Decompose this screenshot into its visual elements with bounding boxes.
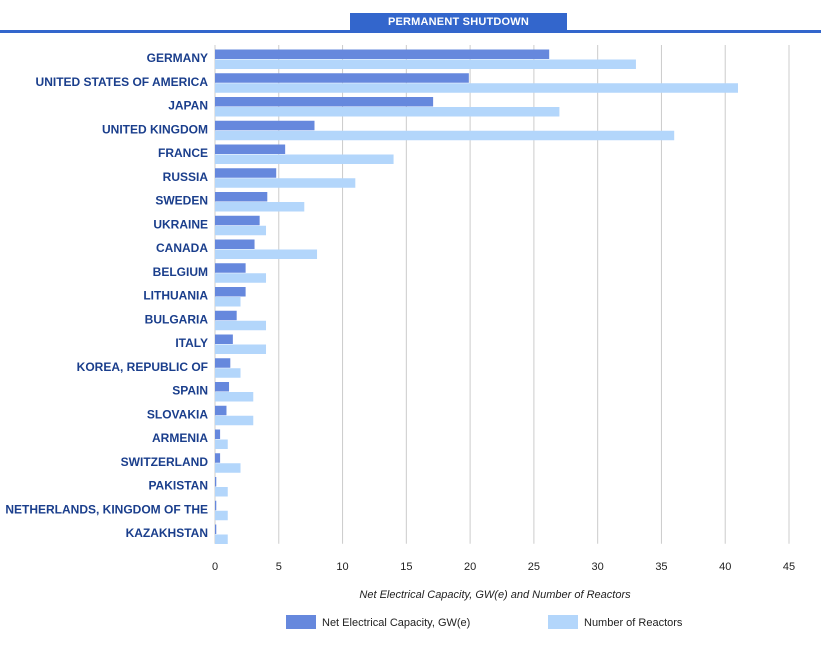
bar-reactors[interactable] — [215, 273, 267, 283]
bar-capacity[interactable] — [215, 215, 260, 226]
bar-capacity[interactable] — [215, 239, 255, 250]
bar-capacity[interactable] — [215, 405, 227, 416]
legend-label: Net Electrical Capacity, GW(e) — [322, 617, 470, 629]
category-label: KAZAKHSTAN — [126, 526, 208, 540]
x-tick-label: 15 — [400, 561, 412, 573]
bar-capacity[interactable] — [215, 263, 246, 273]
bar-reactors[interactable] — [215, 107, 560, 117]
x-tick-label: 5 — [276, 561, 282, 573]
bar-capacity[interactable] — [215, 524, 217, 535]
category-label: ITALY — [175, 336, 208, 350]
bar-reactors[interactable] — [215, 59, 636, 70]
bar-reactors[interactable] — [215, 534, 228, 545]
bar-reactors[interactable] — [215, 463, 241, 473]
legend: Net Electrical Capacity, GW(e) Number of … — [286, 615, 683, 629]
x-tick-label: 25 — [528, 561, 540, 573]
category-label: KOREA, REPUBLIC OF — [77, 360, 208, 374]
bar-capacity[interactable] — [215, 334, 233, 345]
x-tick-label: 45 — [783, 561, 795, 573]
x-tick-label: 0 — [212, 561, 218, 573]
category-label: RUSSIA — [163, 170, 209, 184]
legend-label: Number of Reactors — [584, 617, 683, 629]
bar-reactors[interactable] — [215, 130, 675, 141]
legend-swatch — [286, 615, 316, 629]
x-tick-label: 10 — [336, 561, 348, 573]
category-label: NETHERLANDS, KINGDOM OF THE — [5, 502, 208, 516]
bar-capacity[interactable] — [215, 500, 217, 511]
bar-reactors[interactable] — [215, 178, 356, 188]
category-label: SLOVAKIA — [147, 407, 208, 421]
chart-tab-title: PERMANENT SHUTDOWN — [350, 13, 567, 32]
bar-reactors[interactable] — [215, 320, 267, 331]
bar-reactors[interactable] — [215, 368, 241, 378]
bar-capacity[interactable] — [215, 120, 315, 131]
bar-reactors[interactable] — [215, 415, 254, 426]
x-tick-label: 30 — [592, 561, 604, 573]
bar-capacity[interactable] — [215, 453, 221, 463]
category-label: FRANCE — [158, 146, 208, 160]
category-label: SWEDEN — [155, 194, 208, 208]
bars — [215, 49, 738, 545]
category-label: UNITED KINGDOM — [102, 122, 208, 136]
bar-capacity[interactable] — [215, 97, 434, 107]
bar-reactors[interactable] — [215, 225, 267, 236]
bar-capacity[interactable] — [215, 73, 469, 83]
bar-reactors[interactable] — [215, 202, 305, 212]
bar-reactors[interactable] — [215, 392, 254, 402]
x-tick-label: 40 — [719, 561, 731, 573]
x-tick-label: 20 — [464, 561, 476, 573]
category-label: SPAIN — [172, 384, 208, 398]
bar-capacity[interactable] — [215, 168, 277, 178]
category-label: LITHUANIA — [143, 289, 208, 303]
bar-capacity[interactable] — [215, 382, 230, 392]
bar-reactors[interactable] — [215, 487, 228, 497]
category-label: SWITZERLAND — [121, 455, 209, 469]
x-tick-labels: 0 5 10 15 20 25 30 35 40 45 — [212, 561, 795, 573]
bar-reactors[interactable] — [215, 439, 228, 450]
bar-reactors[interactable] — [215, 154, 394, 165]
bar-capacity[interactable] — [215, 310, 237, 321]
bar-capacity[interactable] — [215, 192, 268, 202]
category-label: UNITED STATES OF AMERICA — [36, 75, 209, 89]
bar-capacity[interactable] — [215, 49, 550, 60]
grid-lines — [214, 45, 790, 544]
x-tick-label: 35 — [655, 561, 667, 573]
category-label: BULGARIA — [145, 312, 209, 326]
bar-reactors[interactable] — [215, 249, 318, 260]
category-label: CANADA — [156, 241, 208, 255]
category-label: JAPAN — [168, 99, 208, 113]
category-label: PAKISTAN — [148, 479, 208, 493]
bar-capacity[interactable] — [215, 144, 286, 155]
bar-reactors[interactable] — [215, 83, 738, 93]
x-axis-title: Net Electrical Capacity, GW(e) and Numbe… — [359, 589, 631, 601]
category-label: UKRAINE — [153, 217, 208, 231]
bar-capacity[interactable] — [215, 358, 231, 368]
category-labels: GERMANY UNITED STATES OF AMERICA JAPAN UNIT… — [5, 51, 208, 540]
bar-reactors[interactable] — [215, 510, 228, 521]
bar-capacity[interactable] — [215, 429, 221, 440]
bar-reactors[interactable] — [215, 297, 241, 307]
category-label: GERMANY — [147, 51, 208, 65]
bar-capacity[interactable] — [215, 477, 217, 487]
bar-reactors[interactable] — [215, 344, 267, 355]
category-label: BELGIUM — [153, 265, 208, 279]
bar-capacity[interactable] — [215, 287, 246, 297]
legend-swatch — [548, 615, 578, 629]
category-label: ARMENIA — [152, 431, 208, 445]
